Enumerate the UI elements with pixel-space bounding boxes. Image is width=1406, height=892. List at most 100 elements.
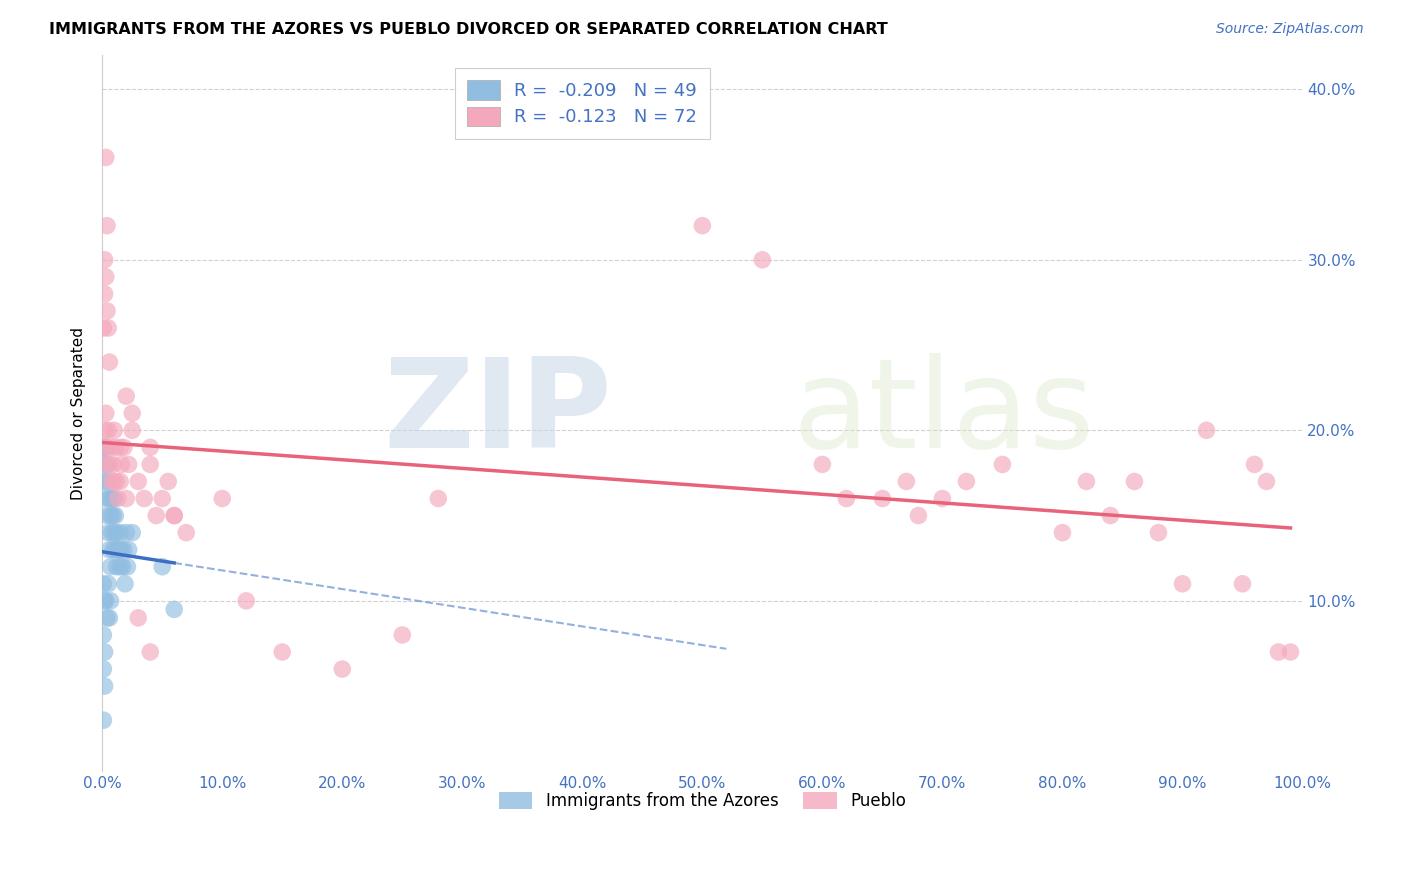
Point (96, 441, 118, 455)
Text: IMMIGRANTS FROM THE AZORES VS PUEBLO DIVORCED OR SEPARATED CORRELATION CHART: IMMIGRANTS FROM THE AZORES VS PUEBLO DIV… (49, 22, 889, 37)
Point (93, 576, 115, 591)
Point (98, 458, 121, 472)
Point (121, 525, 143, 540)
Point (93, 628, 115, 642)
Point (139, 458, 162, 472)
Point (174, 525, 197, 540)
Point (93, 662, 115, 676)
Point (97, 475, 120, 489)
Point (104, 508, 127, 523)
Point (105, 559, 128, 574)
Point (1171, 576, 1194, 591)
Legend: Immigrants from the Azores, Pueblo: Immigrants from the Azores, Pueblo (492, 785, 912, 817)
Point (103, 525, 125, 540)
Point (955, 475, 977, 489)
Point (427, 491, 450, 506)
Point (108, 542, 131, 557)
Point (121, 423, 143, 437)
Point (103, 423, 125, 437)
Point (105, 475, 128, 489)
Point (100, 559, 122, 574)
Point (94, 406, 117, 420)
Point (134, 491, 156, 506)
Point (111, 559, 134, 574)
Point (115, 389, 138, 403)
Point (103, 475, 125, 489)
Point (97, 321, 120, 335)
Point (93, 458, 115, 472)
Point (105, 525, 128, 540)
Point (163, 508, 186, 523)
Point (100, 441, 122, 455)
Point (114, 576, 136, 591)
Point (94, 441, 117, 455)
Point (163, 508, 186, 523)
Point (110, 475, 132, 489)
Point (112, 441, 135, 455)
Point (100, 594, 122, 608)
Point (93, 321, 115, 335)
Point (96, 219, 118, 233)
Point (101, 542, 124, 557)
Point (110, 559, 132, 574)
Point (93, 713, 115, 727)
Point (101, 491, 124, 506)
Point (110, 441, 132, 455)
Point (121, 406, 143, 420)
Point (112, 542, 135, 557)
Point (97, 576, 120, 591)
Point (93, 458, 115, 472)
Point (110, 542, 132, 557)
Point (93, 441, 115, 455)
Point (872, 491, 894, 506)
Point (139, 441, 162, 455)
Point (94, 151, 117, 165)
Point (139, 645, 162, 659)
Point (1195, 423, 1218, 437)
Point (101, 508, 124, 523)
Point (150, 491, 173, 506)
Point (93, 679, 115, 693)
Point (93, 423, 115, 437)
Point (115, 525, 138, 540)
Point (1243, 458, 1265, 472)
Point (1099, 508, 1122, 523)
Point (98, 355, 121, 369)
Point (692, 219, 714, 233)
Point (991, 458, 1014, 472)
Point (96, 304, 118, 318)
Point (98, 542, 121, 557)
Point (163, 602, 186, 616)
Point (110, 525, 132, 540)
Point (96, 508, 118, 523)
Point (127, 611, 149, 625)
Point (104, 542, 127, 557)
Point (97, 423, 120, 437)
Point (211, 491, 233, 506)
Point (157, 475, 180, 489)
Point (1267, 645, 1289, 659)
Point (1123, 475, 1146, 489)
Point (835, 491, 858, 506)
Text: ZIP: ZIP (384, 352, 613, 474)
Point (101, 475, 124, 489)
Point (97, 525, 120, 540)
Point (93, 286, 115, 301)
Text: atlas: atlas (793, 352, 1094, 474)
Point (117, 559, 139, 574)
Point (1279, 645, 1302, 659)
Point (93, 475, 115, 489)
Point (103, 491, 125, 506)
Point (94, 269, 117, 284)
Point (127, 475, 149, 489)
Point (117, 458, 139, 472)
Point (98, 611, 121, 625)
Point (107, 542, 129, 557)
Point (93, 645, 115, 659)
Point (145, 508, 167, 523)
Point (391, 628, 413, 642)
Y-axis label: Divorced or Separated: Divorced or Separated (72, 326, 86, 500)
Point (96, 458, 118, 472)
Point (93, 252, 115, 267)
Point (115, 491, 138, 506)
